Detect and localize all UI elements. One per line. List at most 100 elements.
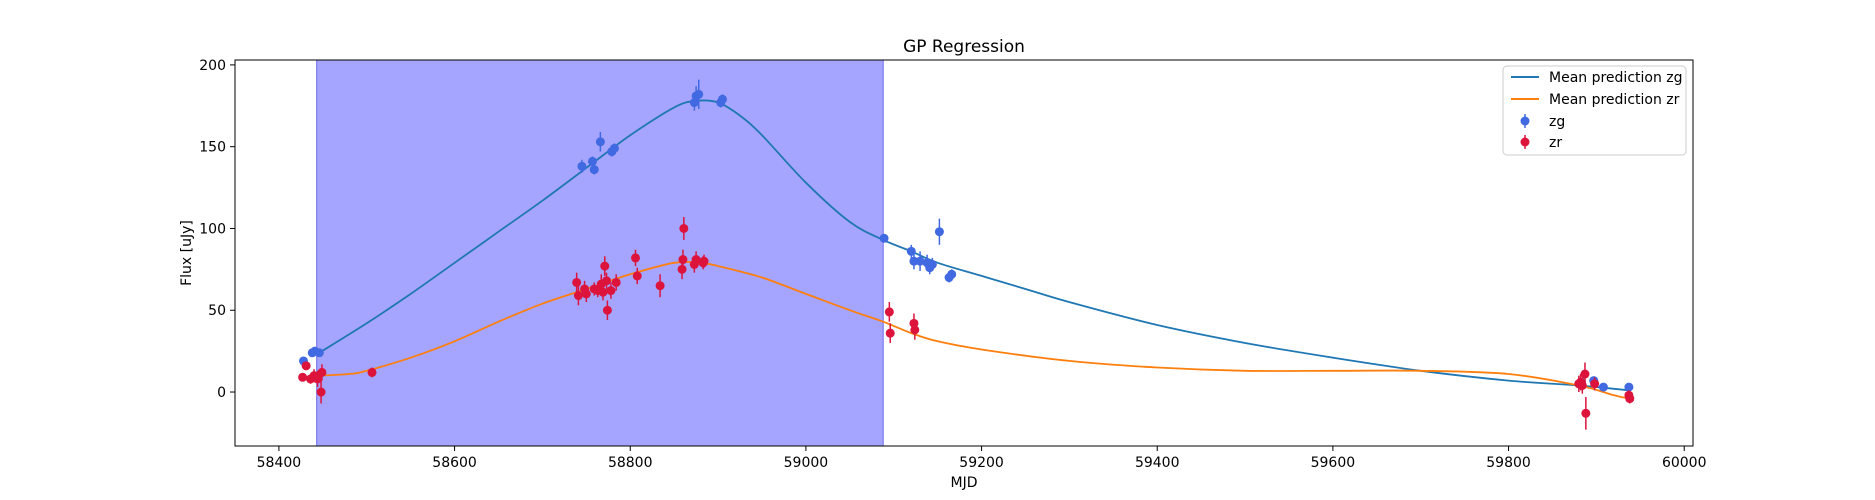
point-marker [678,255,688,265]
data-point-zr [885,323,895,343]
point-marker [691,255,701,265]
data-point-zr [632,267,642,285]
point-marker [367,367,377,377]
point-marker [606,286,616,296]
point-marker [885,328,895,338]
data-point-zr [572,272,582,293]
point-marker [655,281,665,291]
point-marker [632,271,642,281]
x-tick-label: 60000 [1662,455,1707,471]
x-tick-label: 59600 [1311,455,1356,471]
point-marker [609,143,619,153]
point-marker [909,318,919,328]
data-point-zr [910,320,920,340]
data-point-zg [589,164,599,175]
y-tick-label: 0 [217,385,226,401]
point-marker [298,372,308,382]
mean-prediction-line-0 [316,99,1630,392]
point-marker [910,325,920,335]
data-point-zg [577,159,587,173]
data-point-zg [717,94,727,105]
x-axis-ticks: 58400 58600 58800 59000 59200 59400 59600 59800… [257,446,1707,471]
data-point-zg [1598,382,1608,392]
point-marker [572,277,582,287]
point-marker [679,223,689,233]
legend-label-zg: zg [1549,114,1565,130]
point-marker [717,94,727,104]
data-point-zg [927,257,937,271]
data-point-zr [600,256,610,276]
point-marker [1581,408,1591,418]
data-point-zg [694,79,704,110]
data-point-zg [609,143,619,154]
point-marker [587,156,597,166]
data-point-zr [884,302,894,322]
data-point-zr [573,285,583,306]
data-point-zg [879,233,889,243]
x-tick-label: 58800 [608,455,653,471]
data-point-zr [598,284,608,301]
point-marker [915,256,925,266]
data-point-zr [581,285,591,303]
data-point-zr [602,272,612,289]
point-marker [581,289,591,299]
x-tick-label: 59800 [1486,455,1531,471]
point-marker [600,261,610,271]
data-point-zg [915,251,925,271]
data-point-zr [313,370,323,388]
data-point-zr [1625,393,1635,404]
data-point-zg [595,131,605,152]
data-point-zr [679,217,689,240]
point-marker [1580,369,1590,379]
data-point-zr [367,367,377,378]
y-tick-label: 200 [199,58,226,74]
legend-marker-zr [1520,135,1530,149]
shaded-region [316,60,884,446]
point-marker [677,264,687,274]
data-point-zr [691,251,701,268]
mean-prediction-line-1 [316,260,1630,400]
point-marker [1625,394,1635,404]
point-marker [699,256,709,266]
data-point-zg [909,253,919,270]
point-marker [909,256,919,266]
y-tick-label: 100 [199,221,226,237]
point-marker [947,269,957,279]
data-point-zg [587,156,597,167]
point-marker [879,233,889,243]
data-point-zr [1581,396,1591,430]
data-point-zr [316,380,326,404]
y-axis-ticks: 0 50 100 150 200 [199,58,235,401]
data-point-zr [317,364,327,381]
point-marker [314,348,324,358]
legend-marker-zg [1520,114,1530,128]
shaded-region-layer [316,60,884,446]
data-point-zg [314,348,324,358]
y-tick-label: 50 [208,303,226,319]
point-marker [927,259,937,269]
point-marker [884,307,894,317]
point-marker [1598,382,1608,392]
data-point-zr [1580,362,1590,386]
data-point-zr [1590,377,1600,391]
point-marker [631,253,641,263]
point-marker [694,89,704,99]
x-axis-label: MJD [951,475,978,491]
point-marker [313,374,323,384]
data-point-zr [611,274,621,291]
point-marker [317,367,327,377]
data-point-zr [301,361,311,371]
point-marker [934,227,944,237]
point-marker [316,387,326,397]
axes [234,59,1694,447]
data-point-zg [934,218,944,245]
data-point-zr [699,254,709,268]
x-tick-label: 59000 [784,455,829,471]
point-marker [602,305,612,315]
data-point-zr [655,274,665,298]
data-point-zr [678,249,688,270]
point-marker [602,276,612,286]
x-tick-label: 58400 [257,455,302,471]
legend-label-zr: zr [1549,135,1562,151]
